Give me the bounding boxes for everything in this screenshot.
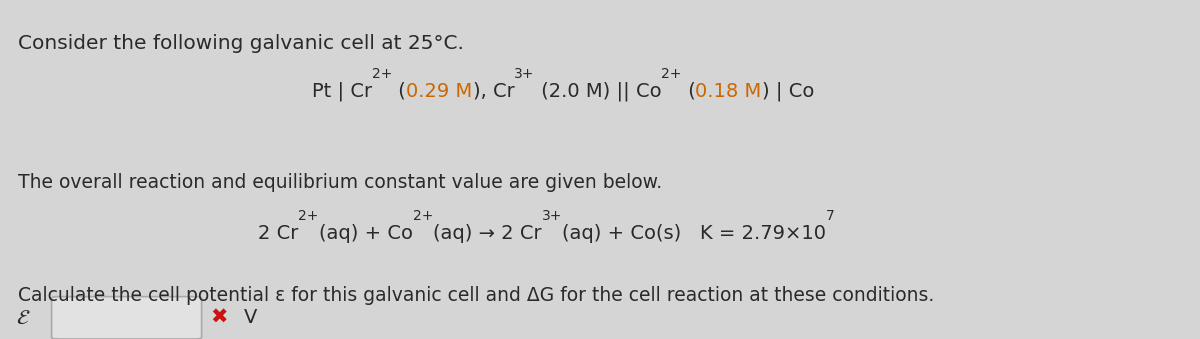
Text: 0.29 M: 0.29 M: [407, 82, 473, 101]
Text: ) | Co: ) | Co: [762, 82, 814, 101]
Text: 2 Cr: 2 Cr: [258, 224, 299, 243]
Text: 2+: 2+: [299, 210, 319, 223]
Text: V: V: [244, 308, 257, 327]
FancyBboxPatch shape: [52, 297, 202, 339]
Text: 2+: 2+: [372, 67, 392, 81]
Text: Calculate the cell potential ε for this galvanic cell and ΔG for the cell reacti: Calculate the cell potential ε for this …: [18, 286, 935, 305]
Text: 2+: 2+: [413, 210, 433, 223]
Text: (aq) → 2 Cr: (aq) → 2 Cr: [433, 224, 541, 243]
Text: Consider the following galvanic cell at 25°C.: Consider the following galvanic cell at …: [18, 34, 464, 53]
Text: (aq) + Co: (aq) + Co: [319, 224, 413, 243]
Text: (2.0 M) || Co: (2.0 M) || Co: [535, 82, 661, 101]
Text: 2+: 2+: [661, 67, 682, 81]
Text: 3+: 3+: [541, 210, 562, 223]
Text: 0.18 M: 0.18 M: [695, 82, 762, 101]
Text: Pt | Cr: Pt | Cr: [312, 82, 372, 101]
Text: The overall reaction and equilibrium constant value are given below.: The overall reaction and equilibrium con…: [18, 173, 662, 192]
Text: (: (: [392, 82, 407, 101]
Text: ), Cr: ), Cr: [473, 82, 515, 101]
Text: $\mathcal{E}$: $\mathcal{E}$: [16, 308, 30, 328]
Text: 7: 7: [826, 210, 835, 223]
Text: (: (: [682, 82, 695, 101]
Text: 3+: 3+: [515, 67, 535, 81]
Text: (aq) + Co(s)   K = 2.79×10: (aq) + Co(s) K = 2.79×10: [562, 224, 826, 243]
Text: ✖: ✖: [210, 308, 228, 328]
